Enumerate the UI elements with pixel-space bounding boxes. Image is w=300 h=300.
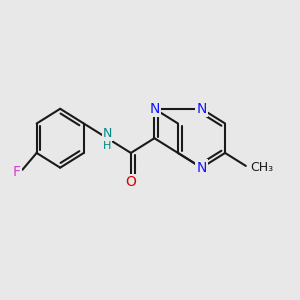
Text: O: O [125,176,136,189]
Text: F: F [12,165,20,179]
Text: N: N [196,161,207,175]
Text: H: H [103,141,112,151]
Text: N: N [103,127,112,140]
Text: N: N [196,102,207,116]
Text: CH₃: CH₃ [250,161,273,174]
Text: N: N [149,102,160,116]
